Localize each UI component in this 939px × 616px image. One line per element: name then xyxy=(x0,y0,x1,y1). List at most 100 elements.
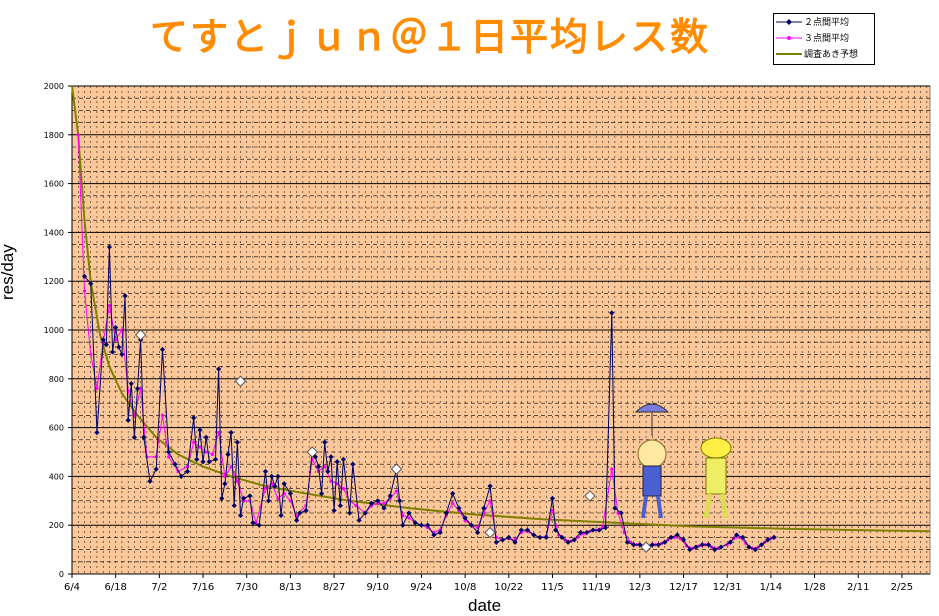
legend-label: ３点間平均 xyxy=(804,34,850,44)
series-point-3pt xyxy=(288,499,292,503)
series-point-2pt xyxy=(518,527,524,533)
series-point-2pt xyxy=(350,461,356,467)
series-layer xyxy=(71,85,931,553)
series-point-2pt xyxy=(531,532,537,538)
series-point-2pt xyxy=(194,456,200,462)
series-point-2pt xyxy=(275,473,281,479)
series-point-2pt xyxy=(119,351,125,357)
series-point-2pt xyxy=(618,510,624,516)
x-axis-label: date xyxy=(468,596,502,615)
series-point-2pt xyxy=(325,468,331,475)
series-point-2pt xyxy=(752,547,758,553)
series-point-2pt xyxy=(609,310,615,316)
series-point-3pt xyxy=(335,482,339,486)
series-point-2pt xyxy=(278,512,284,519)
x-tick-label: 12/17 xyxy=(669,582,698,593)
series-point-2pt xyxy=(549,495,556,501)
series-point-2pt xyxy=(328,454,334,460)
y-tick-label: 1600 xyxy=(44,180,64,189)
grid xyxy=(72,85,930,574)
series-point-2pt xyxy=(109,349,116,355)
x-tick-label: 12/31 xyxy=(713,582,742,593)
x-tick-label: 7/30 xyxy=(235,582,257,593)
series-point-2pt xyxy=(418,522,425,528)
series-point-2pt xyxy=(247,493,253,499)
series-point-2pt xyxy=(456,505,462,511)
series-point-3pt xyxy=(382,501,386,505)
series-point-2pt xyxy=(184,468,191,475)
series-point-2pt xyxy=(153,466,159,472)
series-point-2pt xyxy=(103,342,109,348)
series-point-2pt xyxy=(241,495,247,501)
series-point-2pt xyxy=(674,532,680,538)
x-tick-label: 11/5 xyxy=(541,582,563,593)
y-tick-label: 2000 xyxy=(44,82,64,91)
y-tick-label: 1800 xyxy=(44,131,64,140)
series-point-2pt xyxy=(746,544,752,550)
series-point-2pt xyxy=(197,427,203,433)
series-point-2pt xyxy=(134,385,141,392)
series-point-2pt xyxy=(159,346,166,353)
series-point-2pt xyxy=(166,449,172,455)
series-point-2pt xyxy=(281,481,287,487)
series-point-3pt xyxy=(610,467,614,471)
x-tick-label: 2/11 xyxy=(847,582,869,593)
series-point-2pt xyxy=(397,498,403,504)
series-point-2pt xyxy=(443,510,449,516)
series-point-2pt xyxy=(718,544,724,550)
series-point-3pt xyxy=(616,511,620,515)
series-line-2 xyxy=(71,85,931,533)
legend: ２点間平均 ３点間平均 調査あき予想 xyxy=(773,13,875,65)
series-point-2pt xyxy=(758,542,765,548)
series-point-2pt xyxy=(216,366,222,372)
chart-title: てすとｊｕｎ＠１日平均レス数 xyxy=(150,15,711,59)
highlight-point xyxy=(640,541,652,553)
series-point-2pt xyxy=(590,527,596,533)
series-point-2pt xyxy=(191,415,197,421)
series-point-2pt xyxy=(524,527,531,533)
series-point-2pt xyxy=(225,451,231,458)
series-point-2pt xyxy=(200,459,206,465)
x-tick-label: 6/4 xyxy=(64,582,80,593)
series-point-2pt xyxy=(319,490,325,497)
series-point-3pt xyxy=(323,465,327,469)
series-point-2pt xyxy=(147,478,153,484)
legend-item-3pt: ３点間平均 xyxy=(774,30,874,46)
legend-item-2pt: ２点間平均 xyxy=(774,14,874,30)
legend-label: ２点間平均 xyxy=(804,18,850,28)
series-point-2pt xyxy=(771,534,777,540)
series-point-3pt xyxy=(89,352,93,356)
series-point-2pt xyxy=(237,512,244,519)
series-point-2pt xyxy=(387,493,393,499)
series-point-2pt xyxy=(269,473,275,479)
series-point-2pt xyxy=(337,503,343,509)
x-tick-label: 2/25 xyxy=(891,582,913,593)
x-tick-label: 10/22 xyxy=(494,582,523,593)
series-point-2pt xyxy=(172,461,178,467)
series-point-2pt xyxy=(740,534,746,540)
series-point-3pt xyxy=(192,440,196,444)
series-point-2pt xyxy=(499,537,506,543)
x-tick-label: 9/10 xyxy=(367,582,389,593)
series-point-2pt xyxy=(331,507,337,514)
series-point-3pt xyxy=(82,289,87,293)
series-point-2pt xyxy=(584,529,590,536)
x-tick-label: 6/18 xyxy=(104,582,126,593)
y-tick-label: 800 xyxy=(49,375,64,384)
series-point-2pt xyxy=(303,507,309,514)
series-point-2pt xyxy=(122,293,128,299)
highlight-point xyxy=(484,526,496,539)
series-point-2pt xyxy=(577,529,584,536)
series-point-3pt xyxy=(451,501,455,505)
series-line-0 xyxy=(84,246,775,551)
series-point-2pt xyxy=(400,522,406,528)
series-point-2pt xyxy=(487,483,493,489)
series-point-2pt xyxy=(262,468,269,475)
series-point-2pt xyxy=(381,505,387,511)
highlight-point xyxy=(306,446,318,458)
series-point-3pt xyxy=(139,386,143,391)
series-point-2pt xyxy=(559,534,565,540)
series-point-2pt xyxy=(206,459,212,465)
series-point-2pt xyxy=(228,429,234,436)
